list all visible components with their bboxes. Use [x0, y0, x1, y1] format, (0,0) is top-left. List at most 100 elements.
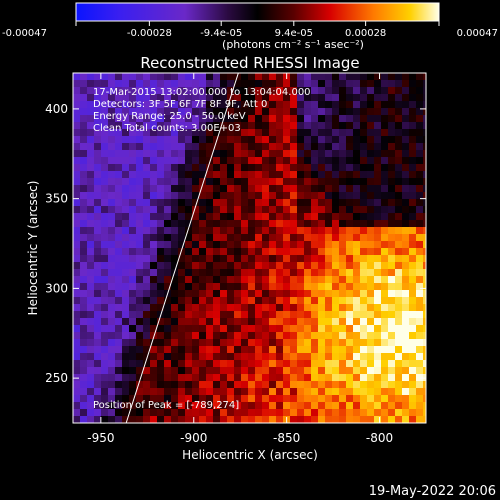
heatmap-cell [192, 234, 199, 241]
heatmap-cell [213, 206, 220, 213]
heatmap-cell [304, 381, 311, 388]
heatmap-cell [150, 297, 157, 304]
heatmap-cell [241, 171, 248, 178]
heatmap-cell [402, 164, 409, 171]
heatmap-cell [255, 185, 262, 192]
heatmap-cell [136, 157, 143, 164]
heatmap-cell [227, 395, 234, 402]
heatmap-cell [129, 192, 136, 199]
heatmap-cell [80, 248, 87, 255]
heatmap-cell [101, 395, 108, 402]
heatmap-cell [108, 227, 115, 234]
heatmap-cell [374, 164, 381, 171]
heatmap-cell [353, 388, 360, 395]
heatmap-cell [185, 297, 192, 304]
heatmap-cell [276, 178, 283, 185]
heatmap-cell [325, 297, 332, 304]
heatmap-cell [178, 234, 185, 241]
heatmap-cell [87, 115, 94, 122]
heatmap-cell [395, 297, 402, 304]
heatmap-cell [381, 332, 388, 339]
heatmap-cell [360, 143, 367, 150]
heatmap-cell [360, 227, 367, 234]
heatmap-cell [416, 353, 423, 360]
heatmap-cell [276, 346, 283, 353]
heatmap-cell [185, 87, 192, 94]
heatmap-cell [164, 346, 171, 353]
heatmap-cell [136, 80, 143, 87]
heatmap-cell [136, 325, 143, 332]
heatmap-cell [227, 227, 234, 234]
heatmap-cell [346, 388, 353, 395]
heatmap-cell [241, 248, 248, 255]
heatmap-cell [213, 388, 220, 395]
heatmap-cell [353, 346, 360, 353]
heatmap-cell [185, 346, 192, 353]
heatmap-cell [262, 367, 269, 374]
heatmap-cell [227, 115, 234, 122]
heatmap-cell [129, 136, 136, 143]
heatmap-cell [269, 185, 276, 192]
heatmap-cell [94, 122, 101, 129]
heatmap-cell [388, 339, 395, 346]
heatmap-cell [290, 101, 297, 108]
heatmap-cell [395, 87, 402, 94]
heatmap-cell [234, 115, 241, 122]
heatmap-cell [360, 234, 367, 241]
heatmap-cell [136, 318, 143, 325]
heatmap-cell [297, 381, 304, 388]
heatmap-cell [73, 283, 80, 290]
heatmap-cell [73, 150, 80, 157]
heatmap-cell [381, 108, 388, 115]
heatmap-cell [143, 346, 150, 353]
heatmap-cell [227, 87, 234, 94]
heatmap-cell [241, 213, 248, 220]
heatmap-cell [192, 416, 199, 423]
heatmap-cell [283, 339, 290, 346]
heatmap-cell [220, 276, 227, 283]
heatmap-cell [178, 367, 185, 374]
heatmap-cell [423, 101, 426, 108]
heatmap-cell [122, 381, 129, 388]
peak-position-label: Position of Peak = [-789,274] [93, 400, 239, 411]
heatmap-cell [255, 276, 262, 283]
heatmap-cell [129, 241, 136, 248]
heatmap-cell [325, 339, 332, 346]
heatmap-cell [353, 192, 360, 199]
heatmap-cell [255, 367, 262, 374]
heatmap-cell [150, 143, 157, 150]
heatmap-cell [311, 262, 318, 269]
heatmap-cell [171, 213, 178, 220]
heatmap-cell [402, 276, 409, 283]
heatmap-cell [192, 325, 199, 332]
heatmap-cell [220, 255, 227, 262]
heatmap-cell [241, 122, 248, 129]
footer-timestamp: 19-May-2022 20:06 [369, 484, 496, 499]
heatmap-cell [325, 402, 332, 409]
heatmap-cell [262, 241, 269, 248]
heatmap-cell [129, 206, 136, 213]
heatmap-cell [227, 276, 234, 283]
heatmap-cell [416, 80, 423, 87]
heatmap-cell [374, 255, 381, 262]
heatmap-cell [269, 248, 276, 255]
heatmap-cell [290, 311, 297, 318]
heatmap-cell [269, 115, 276, 122]
heatmap-cell [164, 388, 171, 395]
heatmap-cell [367, 80, 374, 87]
heatmap-cell [297, 290, 304, 297]
heatmap-cell [129, 304, 136, 311]
heatmap-cell [353, 402, 360, 409]
heatmap-cell [374, 262, 381, 269]
heatmap-cell [199, 150, 206, 157]
heatmap-cell [122, 255, 129, 262]
heatmap-cell [73, 276, 80, 283]
heatmap-cell [220, 73, 227, 80]
heatmap-cell [220, 143, 227, 150]
x-tick-label: -950 [87, 431, 114, 445]
heatmap-cell [402, 73, 409, 80]
heatmap-cell [94, 304, 101, 311]
heatmap-cell [157, 304, 164, 311]
heatmap-cell [423, 248, 426, 255]
heatmap-cell [220, 108, 227, 115]
